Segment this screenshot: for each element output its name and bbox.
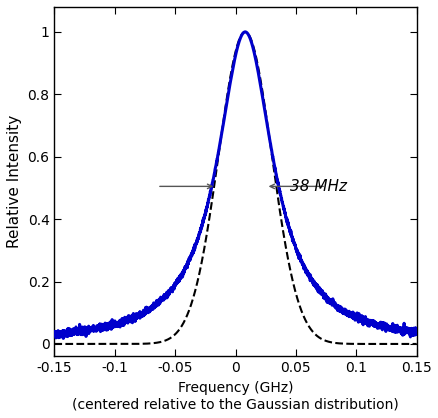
Y-axis label: Relative Intensity: Relative Intensity: [7, 115, 22, 248]
Text: 38 MHz: 38 MHz: [289, 179, 346, 194]
X-axis label: Frequency (GHz)
(centered relative to the Gaussian distribution): Frequency (GHz) (centered relative to th…: [72, 381, 398, 411]
